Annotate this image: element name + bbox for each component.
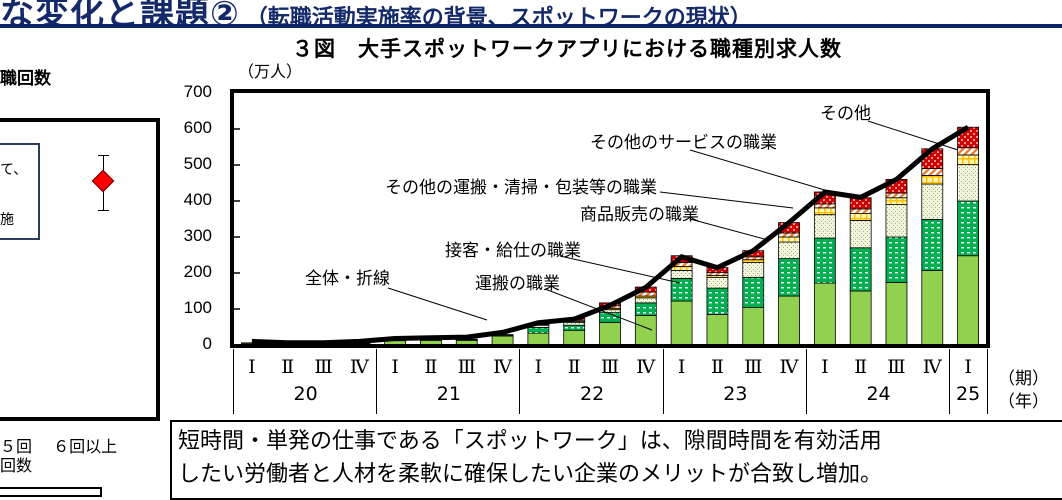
year-separator [949, 349, 951, 414]
x-quarter-label: Ⅱ [281, 356, 295, 378]
header-rule [0, 24, 1062, 28]
x-year-label: 20 [293, 383, 318, 405]
left-chart-note: て、 施 [0, 143, 40, 240]
y-tick-label: 500 [183, 154, 212, 173]
x-quarter-label: Ⅰ [248, 356, 256, 378]
x-year-label: 25 [956, 383, 981, 405]
left-axis-title: 回数 [0, 456, 33, 475]
x-quarter-label: Ⅳ [636, 356, 656, 378]
annotation-sales: 商品販売の職業 [580, 205, 699, 225]
x-quarter-label: Ⅰ [677, 356, 686, 378]
header-subtitle: （転職活動実施率の背景、スポットワークの現状） [245, 6, 752, 24]
year-separator [233, 349, 234, 414]
annotation-other-transport-cleaning: その他の運搬・清掃・包装等の職業 [385, 178, 657, 198]
x-quarter-label: Ⅱ [567, 356, 581, 378]
x-quarter-label: Ⅱ [710, 356, 724, 378]
left-chart-frame [0, 118, 160, 421]
annotation-other-service: その他のサービスの職業 [590, 133, 777, 153]
x-quarter-label: Ⅲ [887, 356, 906, 378]
summary-line-2: したい労働者と人材を柔軟に確保したい企業のメリットが合致し増加。 [178, 462, 883, 487]
y-tick-label: 600 [183, 118, 212, 137]
x-year-label: 23 [723, 383, 748, 405]
x-quarter-label: Ⅳ [922, 356, 942, 378]
y-axis-unit: （万人） [238, 62, 303, 81]
year-separator [662, 349, 664, 414]
header-title: な変化と課題② [0, 0, 240, 24]
y-tick-label: 300 [183, 226, 212, 245]
x-quarter-label: Ⅱ [854, 356, 868, 378]
left-chart-title: 職回数 [0, 69, 51, 89]
annotation-other: その他 [820, 104, 871, 124]
plot-area [230, 89, 990, 348]
x-quarter-label: Ⅰ [391, 356, 399, 378]
x-quarter-label: Ⅰ [534, 356, 543, 378]
x-year-label: 21 [436, 383, 461, 405]
year-separator [519, 349, 521, 414]
annotation-customer-service: 接客・給仕の職業 [445, 241, 581, 261]
year-separator [376, 349, 378, 414]
page-header: な変化と課題② （転職活動実施率の背景、スポットワークの現状） [0, 0, 1062, 24]
year-separator [805, 349, 807, 414]
note-line-3: 施 [0, 212, 14, 228]
note-line-1: て、 [0, 162, 28, 178]
error-bar-cap-bottom [98, 210, 109, 211]
x-axis-year-label: （年） [998, 392, 1049, 412]
y-tick-label: 700 [183, 82, 212, 101]
left-axis-labels: ５回 ６回以上 [0, 437, 118, 456]
x-year-label: 24 [866, 383, 891, 405]
x-axis-period-label: （期） [998, 369, 1049, 389]
x-quarter-label: Ⅲ [600, 356, 620, 378]
x-quarter-label: Ⅱ [424, 356, 438, 378]
x-quarter-label: Ⅳ [493, 356, 513, 378]
y-tick-label: 0 [202, 334, 212, 353]
annotation-total-line: 全体・折線 [305, 269, 390, 289]
summary-line-1: 短時間・単発の仕事である「スポットワーク」は、隙間時間を有効活用 [178, 429, 882, 454]
error-bar-cap-top [98, 155, 109, 156]
annotation-transport: 運搬の職業 [475, 274, 560, 294]
y-tick-label: 100 [183, 298, 212, 317]
x-quarter-label: Ⅳ [349, 356, 369, 378]
chart-title: ３図 大手スポットワークアプリにおける職種別求人数 [292, 37, 842, 61]
x-quarter-label: Ⅲ [457, 356, 476, 378]
x-quarter-label: Ⅲ [314, 356, 333, 378]
summary-box: 短時間・単発の仕事である「スポットワーク」は、隙間時間を有効活用 したい労働者と… [170, 420, 1062, 500]
x-quarter-label: Ⅳ [779, 356, 799, 378]
year-separator [987, 349, 988, 414]
x-quarter-label: Ⅰ [964, 356, 972, 378]
x-year-label: 22 [580, 383, 605, 405]
total-line [251, 125, 970, 346]
y-tick-label: 400 [183, 190, 212, 209]
stacked-bars [232, 126, 979, 346]
x-quarter-label: Ⅲ [744, 356, 763, 378]
y-tick-label: 200 [183, 262, 212, 281]
x-quarter-label: Ⅰ [821, 356, 829, 378]
